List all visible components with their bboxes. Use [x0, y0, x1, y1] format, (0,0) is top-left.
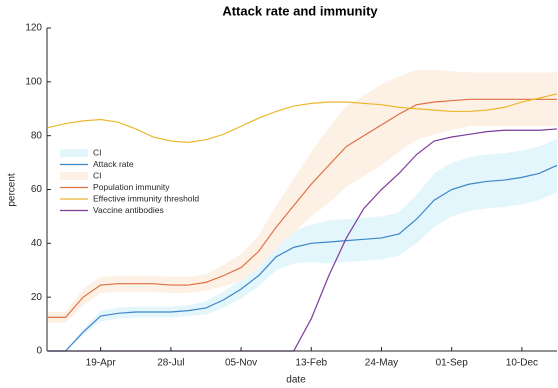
- legend-swatch: [60, 149, 88, 157]
- legend-label: CI: [93, 170, 102, 180]
- x-tick-label: 01-Sep: [436, 358, 469, 369]
- y-axis-label: percent: [7, 173, 18, 207]
- y-tick-label: 60: [31, 184, 43, 195]
- line: [48, 164, 558, 352]
- y-tick-label: 40: [31, 238, 43, 249]
- legend-label: CI: [93, 147, 102, 157]
- legend-label: Population immunity: [93, 182, 170, 192]
- x-tick-label: 24-May: [365, 358, 398, 369]
- chart-title: Attack rate and immunity: [222, 3, 378, 18]
- legend-box: [57, 146, 222, 218]
- legend-label: Attack rate: [93, 159, 134, 169]
- line: [47, 93, 558, 143]
- y-tick-label: 120: [25, 23, 42, 34]
- y-tick-label: 100: [25, 76, 42, 87]
- ci-band: [48, 69, 557, 323]
- ci-band: [48, 138, 557, 351]
- x-axis-label: date: [286, 375, 306, 386]
- x-tick-label: 28-Jul: [157, 358, 184, 369]
- legend-label: Vaccine antibodies: [93, 205, 164, 215]
- line: [48, 98, 557, 318]
- legend-swatch: [60, 172, 88, 180]
- x-tick-label: 10-Dec: [506, 358, 538, 369]
- x-tick-label: 19-Apr: [86, 358, 117, 369]
- y-tick-label: 20: [31, 292, 43, 303]
- y-tick-label: 80: [31, 130, 43, 141]
- x-tick-label: 13-Feb: [295, 358, 327, 369]
- legend-label: Effective immunity threshold: [93, 193, 199, 203]
- x-tick-label: 05-Nov: [225, 358, 257, 369]
- y-tick-label: 0: [36, 346, 42, 357]
